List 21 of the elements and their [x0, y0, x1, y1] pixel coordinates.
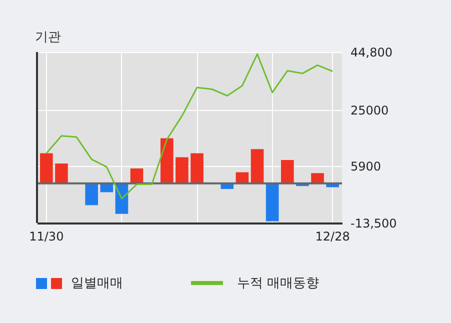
bar	[130, 168, 144, 184]
legend-label: 일별매매	[71, 276, 123, 291]
bar	[176, 157, 188, 184]
y-tick-label: 44,800	[350, 46, 392, 60]
chart-title: 기관	[35, 30, 61, 45]
y-tick-label: -13,500	[350, 216, 397, 230]
x-tick-label: 12/28	[315, 230, 350, 244]
y-tick-label: 5900	[350, 160, 382, 174]
bar	[250, 149, 264, 184]
bar	[55, 163, 68, 184]
bar	[40, 153, 53, 184]
x-tick-label: 11/30	[29, 230, 64, 244]
bar	[160, 138, 174, 184]
bar	[85, 183, 98, 206]
bar	[266, 183, 279, 222]
y-tick-label: 25000	[350, 104, 389, 118]
bar	[281, 160, 294, 184]
bar	[311, 173, 324, 184]
bar	[190, 153, 204, 184]
line-series	[46, 53, 334, 200]
legend-label: 누적 매매동향	[237, 276, 320, 291]
